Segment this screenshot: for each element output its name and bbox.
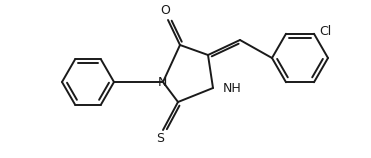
Text: NH: NH bbox=[223, 82, 242, 94]
Text: N: N bbox=[157, 76, 167, 89]
Text: S: S bbox=[156, 133, 164, 146]
Text: O: O bbox=[160, 4, 170, 18]
Text: Cl: Cl bbox=[319, 25, 331, 38]
